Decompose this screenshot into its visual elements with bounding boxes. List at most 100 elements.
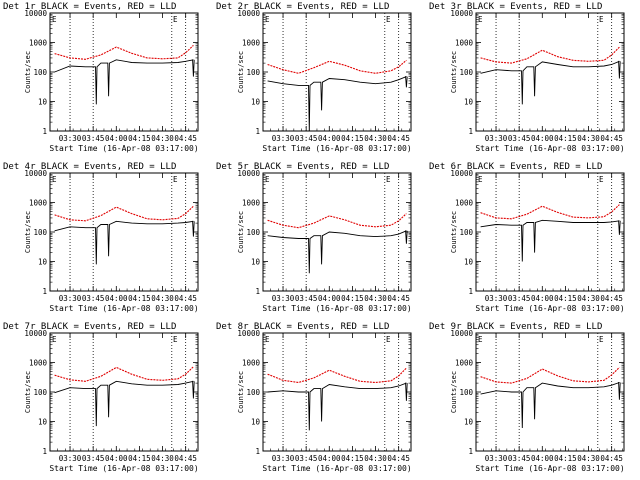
e-marker: E [52, 175, 57, 184]
y-tick-label: 10000 [24, 329, 47, 338]
x-tick-label: 04:45 [387, 134, 410, 143]
y-tick-label: 100 [246, 68, 260, 77]
y-tick-label: 1 [42, 127, 47, 136]
x-tick-label: 04:30 [364, 134, 387, 143]
x-tick-label: 04:45 [600, 134, 623, 143]
x-tick-label: 04:15 [341, 294, 364, 303]
events-series-line [54, 59, 195, 105]
x-tick-label: 04:15 [554, 134, 577, 143]
x-axis-label: Start Time (16-Apr-08 03:17:00) [49, 304, 198, 313]
y-tick-label: 10000 [450, 9, 473, 18]
y-tick-label: 10000 [237, 329, 260, 338]
y-axis-label: Counts/sec [450, 211, 458, 253]
y-tick-label: 1 [255, 447, 260, 456]
detector-plot-6: Det 6r BLACK = Events, RED = LLD E E 1 10 100… [426, 160, 639, 320]
x-tick-label: 03:45 [508, 134, 531, 143]
y-tick-label: 10 [464, 98, 474, 107]
x-tick-label: 04:15 [554, 294, 577, 303]
lld-series-line [267, 59, 407, 74]
y-axis-label: Counts/sec [237, 371, 245, 413]
plot-title: Det 5r BLACK = Events, RED = LLD [216, 162, 389, 172]
x-tick-label: 04:00 [531, 454, 554, 463]
x-tick-label: 04:00 [105, 294, 128, 303]
x-tick-label: 04:30 [364, 294, 387, 303]
y-tick-label: 100 [459, 228, 473, 237]
x-tick-label: 03:30 [485, 134, 508, 143]
y-tick-label: 100 [459, 388, 473, 397]
x-tick-label: 04:45 [387, 454, 410, 463]
y-tick-label: 10 [38, 418, 48, 427]
e-marker: E [386, 335, 391, 344]
x-axis-label: Start Time (16-Apr-08 03:17:00) [49, 144, 198, 153]
y-tick-label: 1 [468, 127, 473, 136]
e-marker: E [265, 335, 270, 344]
y-tick-label: 100 [246, 388, 260, 397]
y-axis-label: Counts/sec [237, 211, 245, 253]
x-tick-label: 03:45 [508, 454, 531, 463]
x-tick-label: 03:30 [485, 294, 508, 303]
e-marker: E [386, 175, 391, 184]
e-marker: E [173, 15, 178, 24]
plot-frame [49, 12, 199, 132]
plot-svg: Det 8r BLACK = Events, RED = LLD E E 1 10 100… [216, 322, 412, 473]
x-tick-label: 04:00 [531, 294, 554, 303]
y-axis-label: Counts/sec [24, 211, 32, 253]
y-tick-label: 1000 [455, 359, 474, 368]
detector-plot-1: Det 1r BLACK = Events, RED = LLD E E 1 10 100… [0, 0, 213, 160]
e-marker: E [599, 335, 604, 344]
x-tick-label: 03:45 [295, 294, 318, 303]
y-tick-label: 1 [255, 127, 260, 136]
x-tick-label: 04:45 [174, 294, 197, 303]
e-marker: E [173, 335, 178, 344]
y-axis-label: Counts/sec [450, 51, 458, 93]
plot-svg: Det 4r BLACK = Events, RED = LLD E E 1 10 100… [3, 162, 199, 313]
lld-series-line [480, 367, 620, 384]
detector-plot-8: Det 8r BLACK = Events, RED = LLD E E 1 10 100… [213, 320, 426, 480]
y-tick-label: 100 [33, 388, 47, 397]
events-series-line [267, 230, 408, 274]
y-tick-label: 10000 [237, 9, 260, 18]
y-tick-label: 10 [251, 98, 261, 107]
plot-frame [475, 12, 625, 132]
x-tick-label: 03:45 [82, 134, 105, 143]
plot-svg: Det 2r BLACK = Events, RED = LLD E E 1 10 100… [216, 2, 412, 153]
plot-frame [49, 172, 199, 292]
x-tick-label: 03:30 [59, 454, 82, 463]
x-tick-label: 04:45 [387, 294, 410, 303]
lld-series-line [54, 366, 194, 382]
x-tick-label: 04:15 [128, 134, 151, 143]
x-tick-label: 03:45 [295, 454, 318, 463]
x-axis-label: Start Time (16-Apr-08 03:17:00) [475, 144, 624, 153]
events-series-line [267, 76, 408, 132]
x-tick-label: 04:15 [341, 134, 364, 143]
x-tick-label: 03:45 [82, 294, 105, 303]
x-tick-label: 03:30 [59, 294, 82, 303]
x-tick-label: 03:30 [272, 294, 295, 303]
plot-title: Det 2r BLACK = Events, RED = LLD [216, 2, 389, 12]
detector-plot-4: Det 4r BLACK = Events, RED = LLD E E 1 10 100… [0, 160, 213, 320]
y-tick-label: 1 [255, 287, 260, 296]
y-axis-label: Counts/sec [237, 51, 245, 93]
y-tick-label: 100 [246, 228, 260, 237]
plot-title: Det 8r BLACK = Events, RED = LLD [216, 322, 389, 332]
lld-series-line [267, 367, 407, 384]
x-tick-label: 04:00 [531, 134, 554, 143]
detector-plot-7: Det 7r BLACK = Events, RED = LLD E E 1 10 100… [0, 320, 213, 480]
x-tick-label: 04:15 [341, 454, 364, 463]
y-axis-label: Counts/sec [24, 51, 32, 93]
plot-svg: Det 9r BLACK = Events, RED = LLD E E 1 10 100… [429, 322, 625, 473]
x-tick-label: 04:30 [151, 294, 174, 303]
y-tick-label: 1000 [29, 359, 48, 368]
plot-title: Det 3r BLACK = Events, RED = LLD [429, 2, 602, 12]
plot-svg: Det 6r BLACK = Events, RED = LLD E E 1 10 100… [429, 162, 625, 313]
plot-svg: Det 1r BLACK = Events, RED = LLD E E 1 10 100… [3, 2, 199, 153]
y-tick-label: 1 [42, 447, 47, 456]
plot-title: Det 1r BLACK = Events, RED = LLD [3, 2, 176, 12]
e-marker: E [386, 15, 391, 24]
plot-frame [475, 332, 625, 452]
x-axis-label: Start Time (16-Apr-08 03:17:00) [49, 464, 198, 473]
detector-plot-2: Det 2r BLACK = Events, RED = LLD E E 1 10 100… [213, 0, 426, 160]
y-tick-label: 10 [464, 258, 474, 267]
y-tick-label: 10 [251, 418, 261, 427]
y-tick-label: 1000 [29, 199, 48, 208]
